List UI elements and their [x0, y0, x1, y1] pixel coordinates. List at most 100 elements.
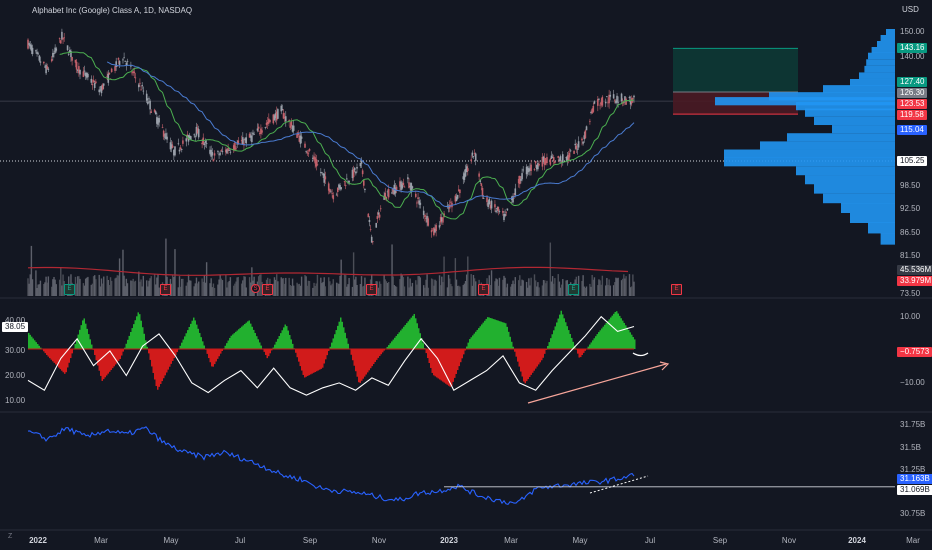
histogram-bar: [217, 349, 219, 359]
candle-body: [264, 127, 267, 128]
volume-bar: [125, 278, 128, 296]
volume-bar: [339, 275, 341, 296]
histogram-bar: [448, 349, 450, 386]
candle-body: [124, 60, 127, 62]
histogram-bar: [155, 349, 157, 387]
candle-body: [607, 102, 609, 104]
histogram-bar: [380, 349, 382, 355]
candle-body: [125, 62, 128, 66]
candle-body: [165, 133, 167, 140]
histogram-bar: [71, 349, 73, 354]
volume-bar: [521, 279, 523, 296]
histogram-bar: [295, 349, 297, 353]
histogram-bar: [244, 324, 246, 349]
candle-body: [256, 128, 259, 131]
volume-label: 45.536M: [897, 265, 932, 275]
histogram-bar: [271, 349, 273, 351]
histogram-bar: [331, 342, 333, 349]
volume-bar: [400, 273, 402, 296]
earnings-marker[interactable]: E: [366, 284, 377, 295]
histogram-bar: [259, 342, 261, 349]
candle-body: [188, 135, 191, 138]
volume-bar: [114, 278, 116, 296]
histogram-bar: [125, 343, 127, 349]
candle-body: [569, 150, 572, 152]
candle-body: [386, 191, 389, 193]
candle-body: [504, 213, 506, 217]
volume-bar: [459, 286, 461, 296]
candle-body: [142, 90, 145, 92]
histogram-bar: [422, 343, 424, 349]
histogram-bar: [122, 349, 124, 352]
volume-bar: [108, 285, 111, 296]
histogram-bar: [157, 349, 159, 390]
histogram-bar: [608, 319, 610, 349]
volume-bar: [147, 286, 149, 296]
histogram-bar: [529, 349, 531, 377]
volume-bar: [438, 275, 441, 296]
volume-bar: [37, 284, 39, 296]
corner-label[interactable]: Z: [8, 533, 13, 540]
earnings-marker[interactable]: E: [262, 284, 273, 295]
histogram-bar: [473, 333, 475, 349]
earnings-marker[interactable]: E: [478, 284, 489, 295]
candle-body: [376, 216, 379, 219]
candle-body: [384, 192, 387, 200]
volume-bar: [472, 274, 475, 296]
volume-profile-bar: [880, 233, 895, 245]
candle-body: [498, 211, 501, 212]
candle-body: [35, 50, 37, 52]
volume-profile-bar: [805, 175, 895, 185]
split-marker[interactable]: S: [251, 284, 260, 293]
candle-body: [355, 171, 357, 174]
candle-body: [462, 176, 465, 180]
volume-bar: [502, 279, 504, 296]
candle-body: [592, 105, 595, 112]
histogram-bar: [536, 349, 538, 367]
volume-bar: [126, 283, 129, 296]
candle-body: [425, 217, 427, 220]
volume-bar: [443, 256, 445, 296]
volume-bar: [139, 281, 141, 296]
volume-bar: [153, 274, 156, 296]
histogram-bar: [445, 349, 447, 384]
candle-body: [370, 236, 373, 243]
currency-label: USD: [902, 5, 919, 14]
candle-body: [145, 93, 148, 101]
volume-bar: [323, 277, 325, 296]
histogram-bar: [628, 329, 630, 349]
histogram-bar: [76, 339, 78, 349]
volume-bar: [387, 282, 390, 296]
volume-bar: [490, 270, 493, 296]
volume-bar: [442, 282, 444, 296]
earnings-marker[interactable]: E: [160, 284, 171, 295]
earnings-marker[interactable]: E: [568, 284, 579, 295]
candle-body: [69, 50, 71, 53]
volume-bar: [506, 283, 509, 296]
candle-body: [30, 45, 33, 51]
volume-bar: [38, 284, 41, 296]
candle-body: [447, 207, 450, 209]
histogram-bar: [299, 349, 301, 367]
volume-bar: [433, 285, 435, 296]
earnings-marker[interactable]: E: [671, 284, 682, 295]
histogram-bar: [263, 349, 265, 352]
volume-bar: [409, 278, 411, 296]
histogram-bar: [415, 318, 417, 349]
candle-body: [479, 180, 482, 182]
volume-profile-bar: [832, 125, 895, 134]
histogram-bar: [83, 318, 85, 349]
earnings-marker[interactable]: E: [64, 284, 75, 295]
candle-body: [79, 69, 81, 75]
time-tick: Nov: [781, 536, 797, 545]
volume-bar: [316, 274, 319, 296]
volume-bar: [463, 283, 466, 296]
histogram-bar: [379, 349, 381, 357]
histogram-bar: [505, 323, 507, 349]
histogram-bar: [305, 349, 307, 377]
volume-bar: [29, 274, 31, 296]
histogram-bar: [146, 346, 148, 349]
candle-body: [426, 216, 428, 223]
